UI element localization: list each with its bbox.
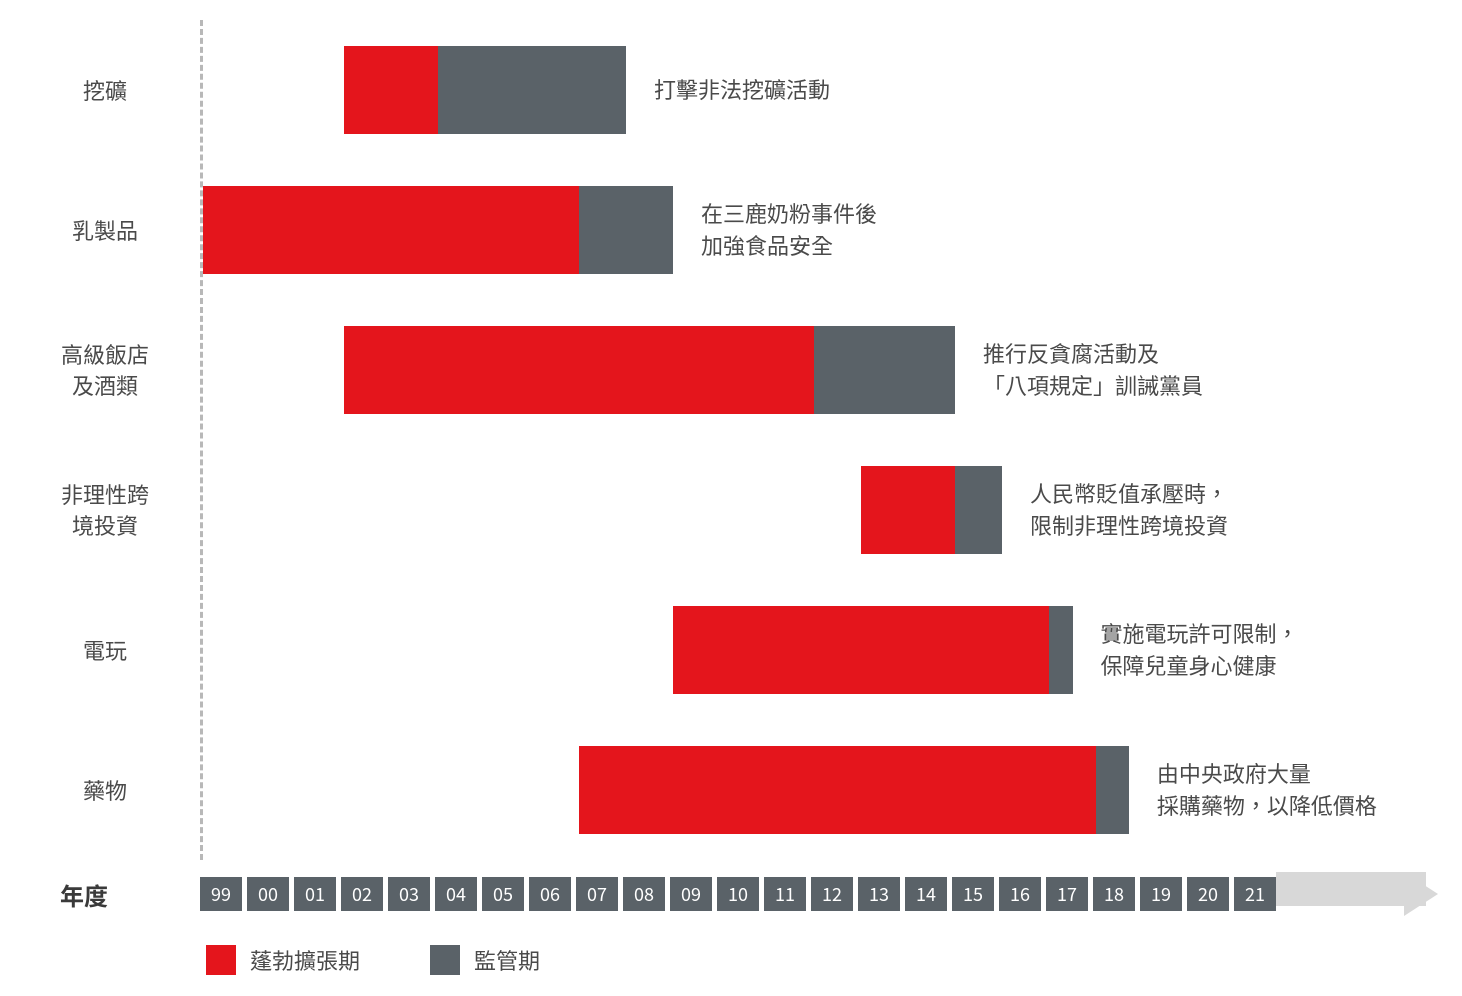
expansion-bar <box>673 606 1049 694</box>
plot-area: 打擊非法挖礦活動在三鹿奶粉事件後 加強食品安全推行反貪腐活動及 「八項規定」訓誡… <box>200 20 1440 860</box>
x-tick: 16 <box>999 877 1041 911</box>
chart-row: 推行反貪腐活動及 「八項規定」訓誡黨員 <box>200 300 1440 440</box>
legend-swatch <box>430 945 460 975</box>
chart-row: 人民幣貶值承壓時， 限制非理性跨境投資 <box>200 440 1440 580</box>
row-annotation: 在三鹿奶粉事件後 加強食品安全 <box>701 198 877 262</box>
x-axis-title: 年度 <box>20 877 200 912</box>
category-label: 非理性跨 境投資 <box>20 440 200 580</box>
legend-swatch <box>206 945 236 975</box>
legend-item: 監管期 <box>430 944 540 976</box>
x-axis: 年度 9900010203040506070809101112131415161… <box>20 872 1440 916</box>
expansion-bar <box>579 746 1096 834</box>
bar-group <box>344 46 626 134</box>
expansion-bar <box>861 466 955 554</box>
x-tick: 09 <box>670 877 712 911</box>
x-tick: 03 <box>388 877 430 911</box>
row-annotation: 推行反貪腐活動及 「八項規定」訓誡黨員 <box>983 338 1203 402</box>
x-tick: 19 <box>1140 877 1182 911</box>
row-annotation: 由中央政府大量 採購藥物，以降低價格 <box>1157 758 1377 822</box>
x-tick: 00 <box>247 877 289 911</box>
legend-item: 蓬勃擴張期 <box>206 944 360 976</box>
category-label: 電玩 <box>20 580 200 720</box>
chart-body: 挖礦乳製品高級飯店 及酒類非理性跨 境投資電玩藥物 打擊非法挖礦活動在三鹿奶粉事… <box>20 20 1440 860</box>
bar-group <box>861 466 1002 554</box>
regulation-bar <box>955 466 1002 554</box>
x-tick: 14 <box>905 877 947 911</box>
expansion-bar <box>203 186 579 274</box>
x-tick: 21 <box>1234 877 1276 911</box>
regulation-bar <box>438 46 626 134</box>
chart-row: 由中央政府大量 採購藥物，以降低價格 <box>200 720 1440 860</box>
x-tick: 06 <box>529 877 571 911</box>
expansion-bar <box>344 326 814 414</box>
y-axis-labels: 挖礦乳製品高級飯店 及酒類非理性跨 境投資電玩藥物 <box>20 20 200 860</box>
x-tick: 12 <box>811 877 853 911</box>
x-tick: 11 <box>764 877 806 911</box>
row-annotation: 人民幣貶值承壓時， 限制非理性跨境投資 <box>1030 478 1228 542</box>
chart-row: 實施電玩許可限制， 保障兒童身心健康 <box>200 580 1440 720</box>
x-tick: 07 <box>576 877 618 911</box>
category-label: 藥物 <box>20 720 200 860</box>
y-axis-line <box>200 20 203 860</box>
chart-row: 打擊非法挖礦活動 <box>200 20 1440 160</box>
bar-group <box>579 746 1129 834</box>
x-tick: 15 <box>952 877 994 911</box>
x-tick: 17 <box>1046 877 1088 911</box>
x-tick: 02 <box>341 877 383 911</box>
legend-label: 蓬勃擴張期 <box>250 944 360 976</box>
arrow-head-icon <box>1404 872 1438 916</box>
x-tick: 10 <box>717 877 759 911</box>
chart-row: 在三鹿奶粉事件後 加強食品安全 <box>200 160 1440 300</box>
regulation-bar <box>1049 606 1073 694</box>
x-tick: 18 <box>1093 877 1135 911</box>
regulation-bar <box>579 186 673 274</box>
x-axis-ticks: 9900010203040506070809101112131415161718… <box>200 872 1438 916</box>
x-tick: 20 <box>1187 877 1229 911</box>
x-tick: 13 <box>858 877 900 911</box>
row-annotation: 實施電玩許可限制， 保障兒童身心健康 <box>1101 618 1299 682</box>
regulation-bar <box>814 326 955 414</box>
category-label: 高級飯店 及酒類 <box>20 300 200 440</box>
bar-group <box>673 606 1073 694</box>
x-tick: 99 <box>200 877 242 911</box>
regulation-bar <box>1096 746 1129 834</box>
x-tick: 08 <box>623 877 665 911</box>
bar-group <box>344 326 955 414</box>
legend-label: 監管期 <box>474 944 540 976</box>
bar-group <box>203 186 673 274</box>
row-annotation: 打擊非法挖礦活動 <box>654 74 830 106</box>
x-tick: 04 <box>435 877 477 911</box>
timeline-chart: 挖礦乳製品高級飯店 及酒類非理性跨 境投資電玩藥物 打擊非法挖礦活動在三鹿奶粉事… <box>20 20 1440 976</box>
legend: 蓬勃擴張期 監管期 <box>206 944 1440 976</box>
category-label: 挖礦 <box>20 20 200 160</box>
category-label: 乳製品 <box>20 160 200 300</box>
expansion-bar <box>344 46 438 134</box>
x-tick: 05 <box>482 877 524 911</box>
x-tick: 01 <box>294 877 336 911</box>
